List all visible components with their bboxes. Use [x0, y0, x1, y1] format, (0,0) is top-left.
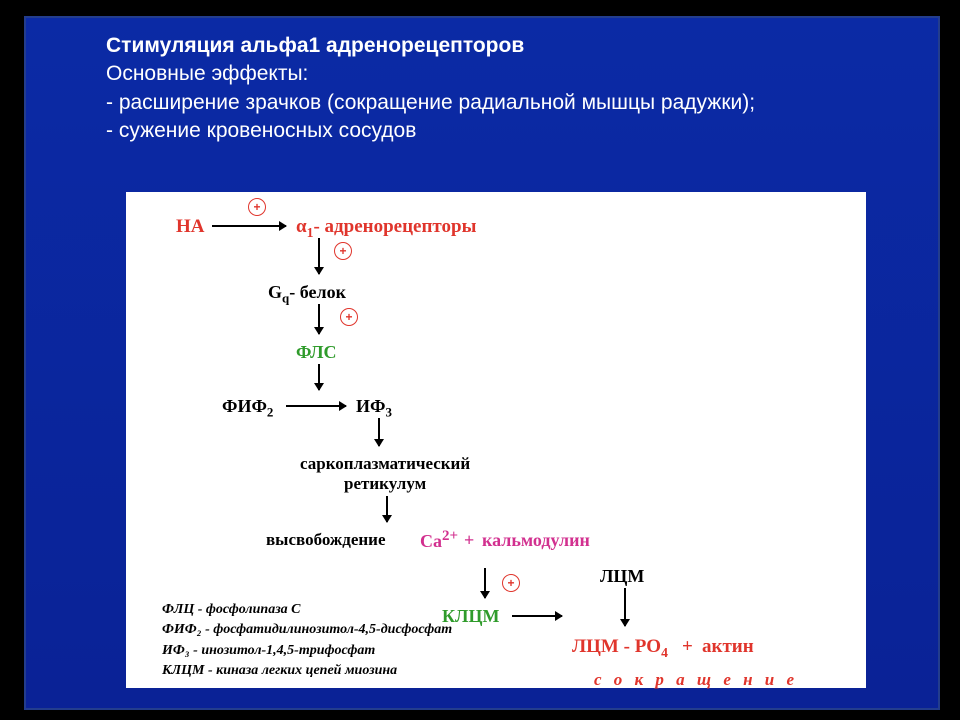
node-fif2: ФИФ2	[222, 396, 273, 421]
legend-line-3: КЛЦМ - киназа легких цепей миозина	[162, 661, 452, 681]
legend-line-2: ИФ₃ - инозитол-1,4,5-трифосфат	[162, 641, 452, 661]
header-line2: - расширение зрачков (сокращение радиаль…	[106, 89, 896, 117]
plus-marker-0: +	[248, 198, 266, 216]
node-release: высвобождение	[266, 530, 386, 550]
legend-line-1: ФИФ₂ - фосфатидилинозитол-4,5-дисфосфат	[162, 620, 452, 640]
header-line1: Основные эффекты:	[106, 60, 896, 88]
arrow-5	[378, 418, 380, 446]
node-if3: ИФ3	[356, 396, 392, 421]
node-sarc2: ретикулум	[344, 474, 426, 494]
node-fls: ФЛС	[296, 342, 337, 363]
node-plus: +	[464, 530, 474, 551]
node-ca: Ca2+	[420, 528, 458, 552]
node-sarc1: саркоплазматический	[300, 454, 470, 474]
node-a1: α1- адренорецепторы	[296, 216, 476, 241]
slide-root: Стимуляция альфа1 адренорецепторов Основ…	[0, 0, 960, 720]
plus-marker-1: +	[334, 242, 352, 260]
node-contract: с о к р а щ е н и е	[594, 670, 798, 690]
plus-marker-2: +	[340, 308, 358, 326]
arrow-7	[484, 568, 486, 598]
brace-0: ︶︶︶︶︶︶︶	[418, 550, 598, 557]
flowchart-diagram: НА α1- адренорецепторы Gq- белок ФЛС ФИФ2 ИФ3…	[126, 192, 866, 688]
slide-header: Стимуляция альфа1 адренорецепторов Основ…	[106, 32, 896, 145]
node-lcm: ЛЦМ	[600, 566, 644, 587]
arrow-6	[386, 496, 388, 522]
arrow-8	[512, 615, 562, 617]
node-gq: Gq- белок	[268, 282, 346, 307]
header-line3: - сужение кровеносных сосудов	[106, 117, 896, 145]
legend-line-0: ФЛЦ - фосфолипаза С	[162, 600, 452, 620]
node-actin: актин	[702, 636, 754, 658]
arrow-9	[624, 588, 626, 626]
legend: ФЛЦ - фосфолипаза СФИФ₂ - фосфатидилиноз…	[162, 600, 452, 681]
slide-panel: Стимуляция альфа1 адренорецепторов Основ…	[24, 16, 940, 710]
arrow-3	[318, 364, 320, 390]
node-plus2: +	[682, 636, 693, 658]
brace-1: ︶︶︶︶︶︶︶︶	[570, 658, 762, 665]
header-title: Стимуляция альфа1 адренорецепторов	[106, 32, 896, 60]
arrow-4	[286, 405, 346, 407]
node-calm: кальмодулин	[482, 530, 590, 551]
node-na: НА	[176, 216, 205, 238]
plus-marker-3: +	[502, 574, 520, 592]
arrow-2	[318, 304, 320, 334]
arrow-1	[318, 238, 320, 274]
arrow-0	[212, 225, 286, 227]
